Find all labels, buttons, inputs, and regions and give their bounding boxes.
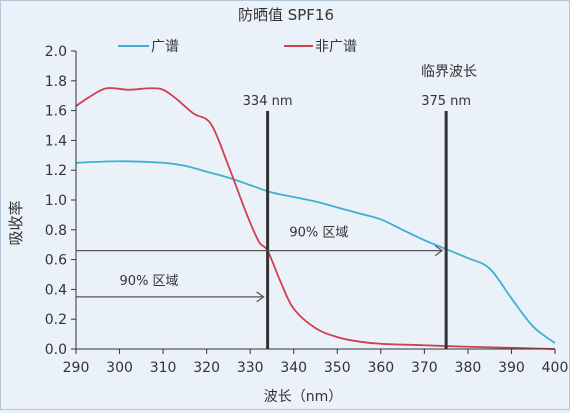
x-tick-label: 290: [63, 360, 90, 376]
x-axis-ticks: 290 300 310 320 330 340 350 360 370 380 390 400: [63, 349, 569, 376]
y-axis-label: 吸收率: [7, 200, 25, 245]
y-tick-label: 0.2: [45, 312, 67, 328]
y-tick-label: 0.8: [45, 223, 67, 239]
x-tick-label: 320: [193, 360, 220, 376]
x-tick-label: 350: [324, 360, 351, 376]
x-tick-label: 360: [367, 360, 394, 376]
y-tick-label: 1.0: [45, 193, 67, 209]
legend-label-broad: 广谱: [151, 39, 179, 55]
x-tick-label: 380: [455, 360, 482, 376]
label-334nm: 334 nm: [243, 94, 293, 109]
y-axis-ticks: 0.0 0.2 0.4 0.6 0.8 1.0 1.2 1.4 1.6 1.8 2.0: [45, 44, 76, 358]
label-375nm: 375 nm: [421, 94, 471, 109]
series-layer: [75, 87, 556, 350]
y-tick-label: 1.8: [45, 74, 67, 90]
x-axis-label: 波长（nm）: [264, 389, 343, 405]
y-tick-label: 1.4: [45, 133, 67, 149]
legend: 广谱 非广谱: [118, 39, 357, 55]
y-tick-label: 0.4: [45, 282, 67, 298]
annotation-layer: 334 nm 375 nm 90% 区域 90% 区域: [76, 94, 471, 349]
series-line-broad-spectrum: [75, 160, 556, 344]
chart-title: 防晒值 SPF16: [238, 6, 334, 24]
x-tick-label: 300: [106, 360, 133, 376]
y-tick-label: 1.2: [45, 163, 67, 179]
y-tick-label: 2.0: [45, 44, 67, 60]
x-tick-label: 330: [237, 360, 264, 376]
series-line-non-broad-spectrum: [75, 87, 556, 350]
arrowhead-90-region-lower: [256, 291, 265, 303]
critical-wavelength-label: 临界波长: [421, 64, 477, 80]
x-tick-label: 340: [280, 360, 307, 376]
y-tick-label: 1.6: [45, 104, 67, 120]
x-tick-label: 390: [498, 360, 525, 376]
axes: [75, 51, 555, 350]
y-tick-label: 0.0: [45, 342, 67, 358]
arrow-label-90-region-lower: 90% 区域: [120, 274, 179, 289]
arrowhead-90-region-upper: [434, 245, 444, 257]
legend-label-non-broad: 非广谱: [315, 39, 357, 55]
x-tick-label: 400: [542, 360, 569, 376]
x-tick-label: 370: [411, 360, 438, 376]
arrow-label-90-region-upper: 90% 区域: [289, 226, 348, 241]
y-tick-label: 0.6: [45, 253, 67, 269]
x-tick-label: 310: [150, 360, 177, 376]
